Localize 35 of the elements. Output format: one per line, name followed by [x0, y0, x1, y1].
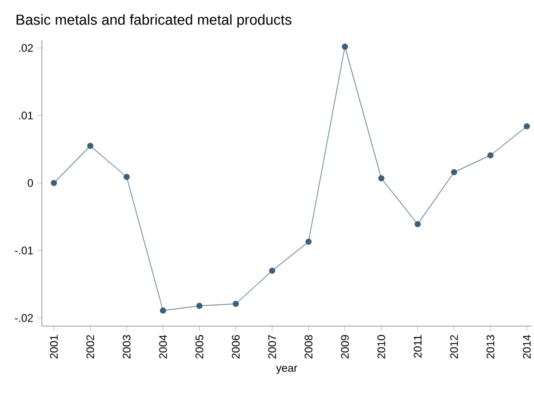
- point: [450, 169, 458, 176]
- x-tick-label: 2010: [377, 335, 386, 358]
- point: [87, 142, 94, 150]
- chart-title: Basic metals and fabricated metal products: [16, 14, 292, 28]
- y-tick-label: .02: [19, 44, 33, 52]
- x-tick-label: 2011: [414, 335, 422, 358]
- y-tick-label: -.01: [14, 246, 33, 254]
- x-axis-title: year: [276, 366, 298, 374]
- x-tick-label: 2005: [196, 335, 204, 358]
- point: [124, 174, 130, 180]
- point: [487, 152, 494, 158]
- x-tick-label: 2007: [268, 335, 276, 358]
- point: [196, 302, 202, 309]
- point: [524, 123, 530, 130]
- x-tick-label: 2002: [86, 335, 94, 358]
- x-tick-label: 2014: [522, 334, 531, 358]
- x-tick-label: 2004: [159, 334, 167, 358]
- point: [269, 268, 276, 274]
- x-tick-label: 2012: [450, 335, 458, 358]
- point: [50, 180, 57, 186]
- point: [414, 221, 421, 228]
- point: [378, 175, 384, 182]
- x-tick-label: 2006: [232, 335, 240, 358]
- x-tick-label: 2003: [122, 335, 131, 358]
- x-tick-label: 2001: [50, 335, 58, 358]
- x-tick-label: 2013: [486, 335, 494, 358]
- y-tick-label: .01: [19, 112, 33, 120]
- point: [160, 308, 166, 314]
- point: [305, 238, 312, 245]
- point: [232, 300, 239, 307]
- y-tick-label: -.02: [14, 314, 33, 322]
- y-tick-label: 0: [28, 179, 33, 187]
- point: [342, 44, 348, 50]
- x-tick-label: 2008: [304, 335, 312, 358]
- x-tick-label: 2009: [341, 335, 349, 358]
